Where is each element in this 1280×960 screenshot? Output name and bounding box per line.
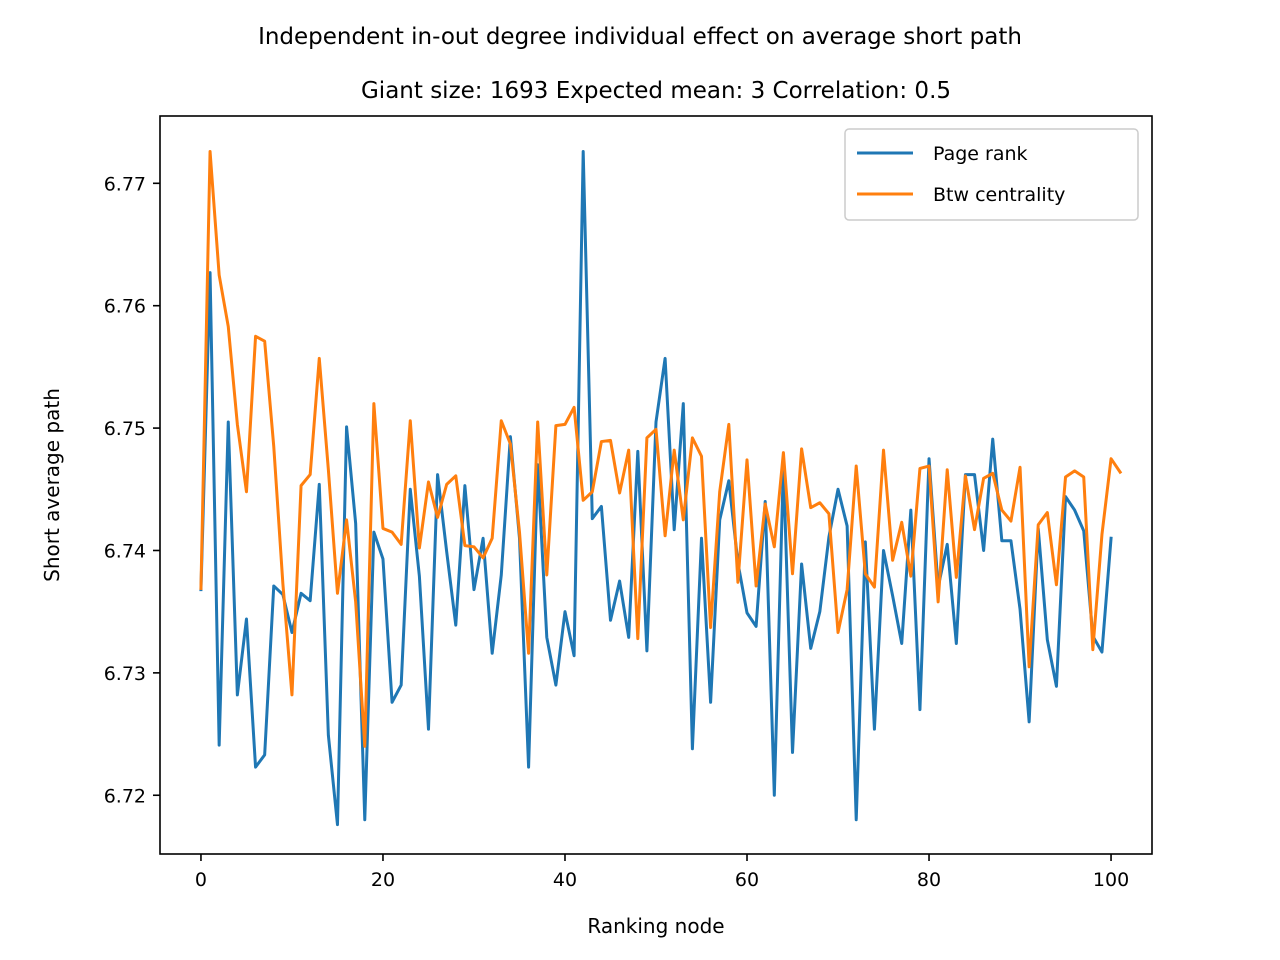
series-line-page-rank [199, 149, 1113, 827]
y-tick-label: 6.72 [104, 785, 146, 807]
series-layer [199, 149, 1123, 827]
y-tick-label: 6.74 [104, 540, 146, 562]
x-axis-label: Ranking node [587, 914, 724, 938]
x-tick-label: 80 [917, 869, 941, 891]
y-tick-label: 6.75 [104, 418, 146, 440]
x-tick-label: 100 [1093, 869, 1129, 891]
y-tick-label: 6.77 [104, 173, 146, 195]
x-tick-label: 40 [553, 869, 577, 891]
x-tick-label: 0 [195, 869, 207, 891]
legend-label-page-rank: Page rank [933, 143, 1028, 165]
legend-box [844, 128, 1139, 221]
x-tick-label: 60 [735, 869, 759, 891]
plot-frame [159, 115, 1153, 855]
series-line-btw-centrality [199, 149, 1123, 748]
legend-label-btw-centrality: Btw centrality [933, 184, 1065, 206]
y-axis-ticks: 6.72 6.73 6.74 6.75 6.76 6.77 [104, 173, 160, 807]
y-tick-label: 6.73 [104, 663, 146, 685]
y-tick-label: 6.76 [104, 296, 146, 318]
legend: Page rank Btw centrality [844, 128, 1139, 221]
chart-title: Independent in-out degree individual eff… [258, 24, 1022, 50]
chart-subtitle: Giant size: 1693 Expected mean: 3 Correl… [361, 78, 951, 104]
x-tick-label: 20 [371, 869, 395, 891]
y-axis-label: Short average path [40, 388, 64, 582]
x-axis-ticks: 0 20 40 60 80 100 [195, 854, 1129, 891]
